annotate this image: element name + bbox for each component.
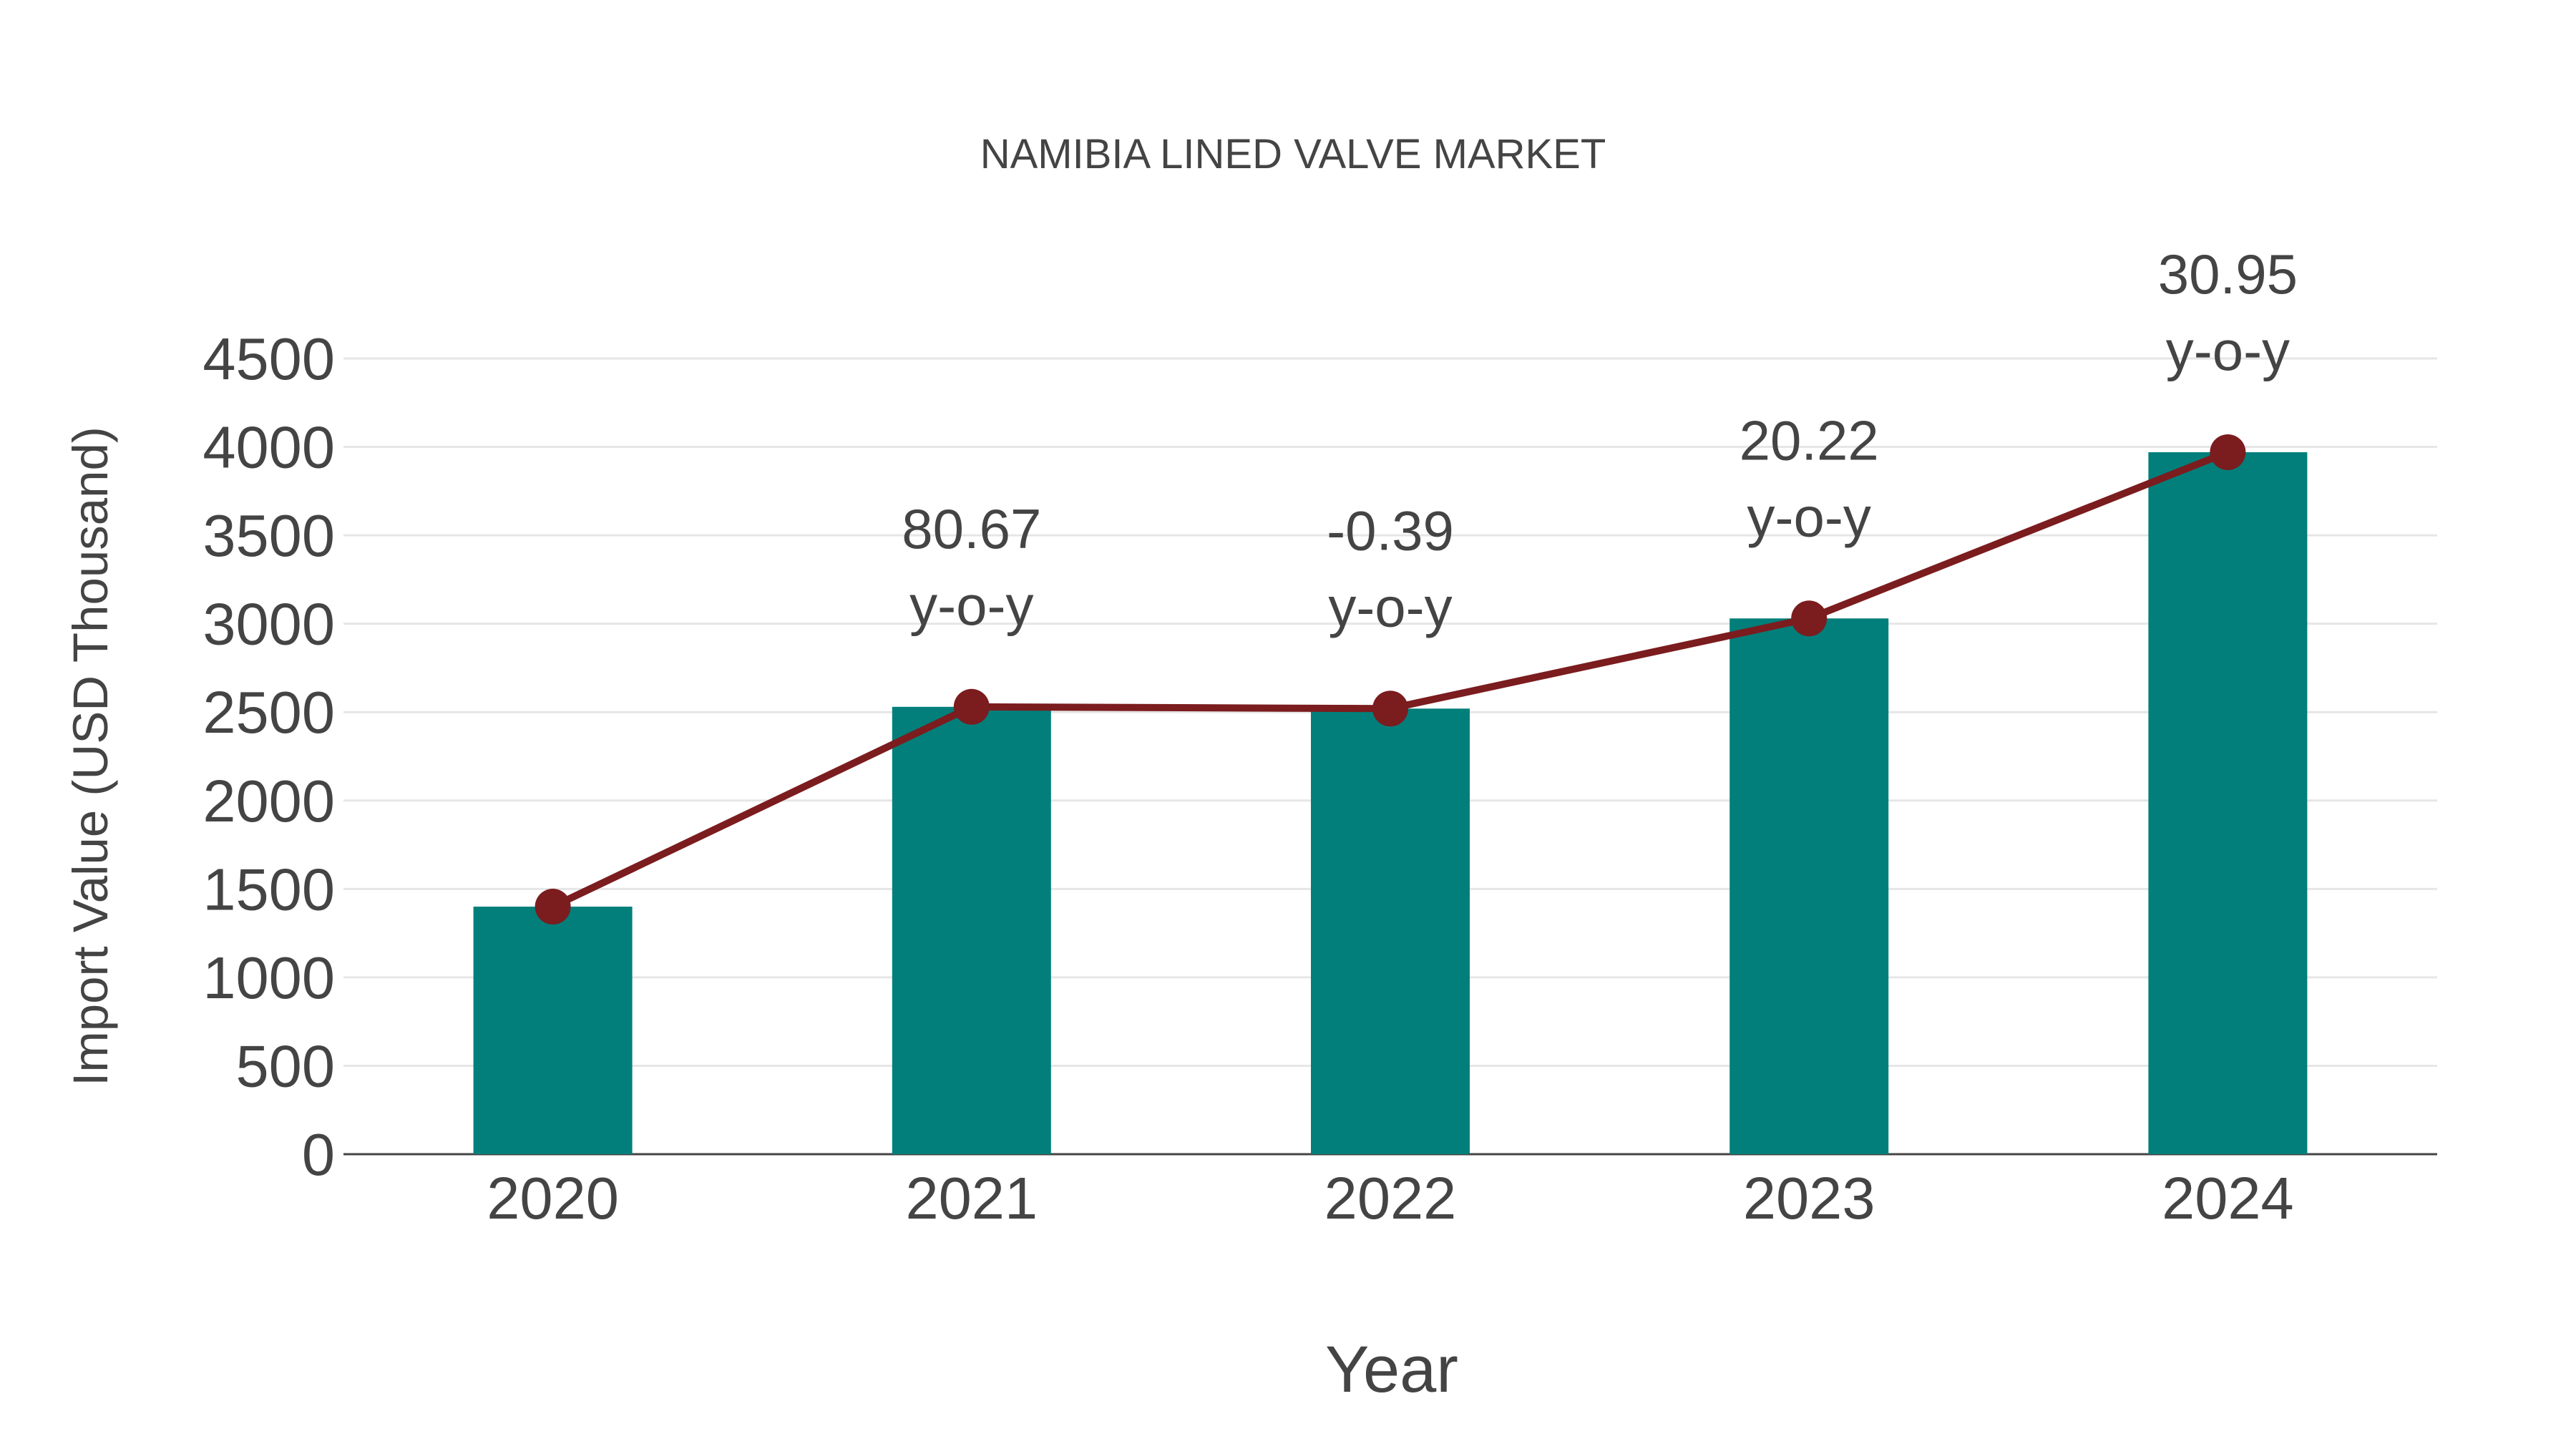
- yoy-value-label: 80.67: [902, 497, 1041, 560]
- bar-2021: [892, 706, 1051, 1154]
- x-tick-label: 2023: [1743, 1165, 1875, 1231]
- yoy-value-label: 30.95: [2158, 243, 2298, 306]
- y-tick-label: 4000: [203, 414, 335, 481]
- bar-2024: [2148, 452, 2308, 1154]
- yoy-value-label: -0.39: [1327, 499, 1454, 562]
- yoy-suffix-label: y-o-y: [1328, 575, 1452, 638]
- yoy-suffix-label: y-o-y: [1747, 485, 1871, 548]
- y-tick-label: 3000: [203, 591, 335, 658]
- yoy-suffix-label: y-o-y: [2166, 319, 2290, 382]
- trend-point-2023: [1791, 600, 1828, 637]
- bar-2023: [1729, 618, 1889, 1154]
- y-tick-label: 4500: [203, 326, 335, 392]
- y-tick-label: 0: [302, 1121, 335, 1188]
- x-tick-label: 2021: [905, 1165, 1038, 1231]
- y-tick-label: 1500: [203, 856, 335, 922]
- yoy-suffix-label: y-o-y: [909, 574, 1033, 637]
- y-tick-label: 2500: [203, 679, 335, 746]
- x-axis-title: Year: [1325, 1333, 1458, 1406]
- bar-2022: [1311, 708, 1470, 1154]
- x-tick-label: 2022: [1324, 1165, 1457, 1231]
- x-tick-label: 2020: [487, 1165, 619, 1231]
- y-tick-label: 3500: [203, 502, 335, 569]
- y-tick-label: 2000: [203, 768, 335, 834]
- trend-point-2022: [1372, 691, 1408, 727]
- yoy-value-label: 20.22: [1740, 409, 1879, 472]
- y-tick-label: 1000: [203, 945, 335, 1011]
- trend-point-2020: [535, 889, 571, 925]
- chart-title: NAMIBIA LINED VALVE MARKET: [980, 131, 1606, 177]
- x-tick-label: 2024: [2162, 1165, 2294, 1231]
- bar-2020: [473, 907, 633, 1154]
- y-tick-label: 500: [236, 1033, 335, 1099]
- trend-point-2024: [2210, 434, 2246, 470]
- trend-point-2021: [953, 688, 990, 725]
- y-axis-title: Import Value (USD Thousand): [63, 426, 118, 1086]
